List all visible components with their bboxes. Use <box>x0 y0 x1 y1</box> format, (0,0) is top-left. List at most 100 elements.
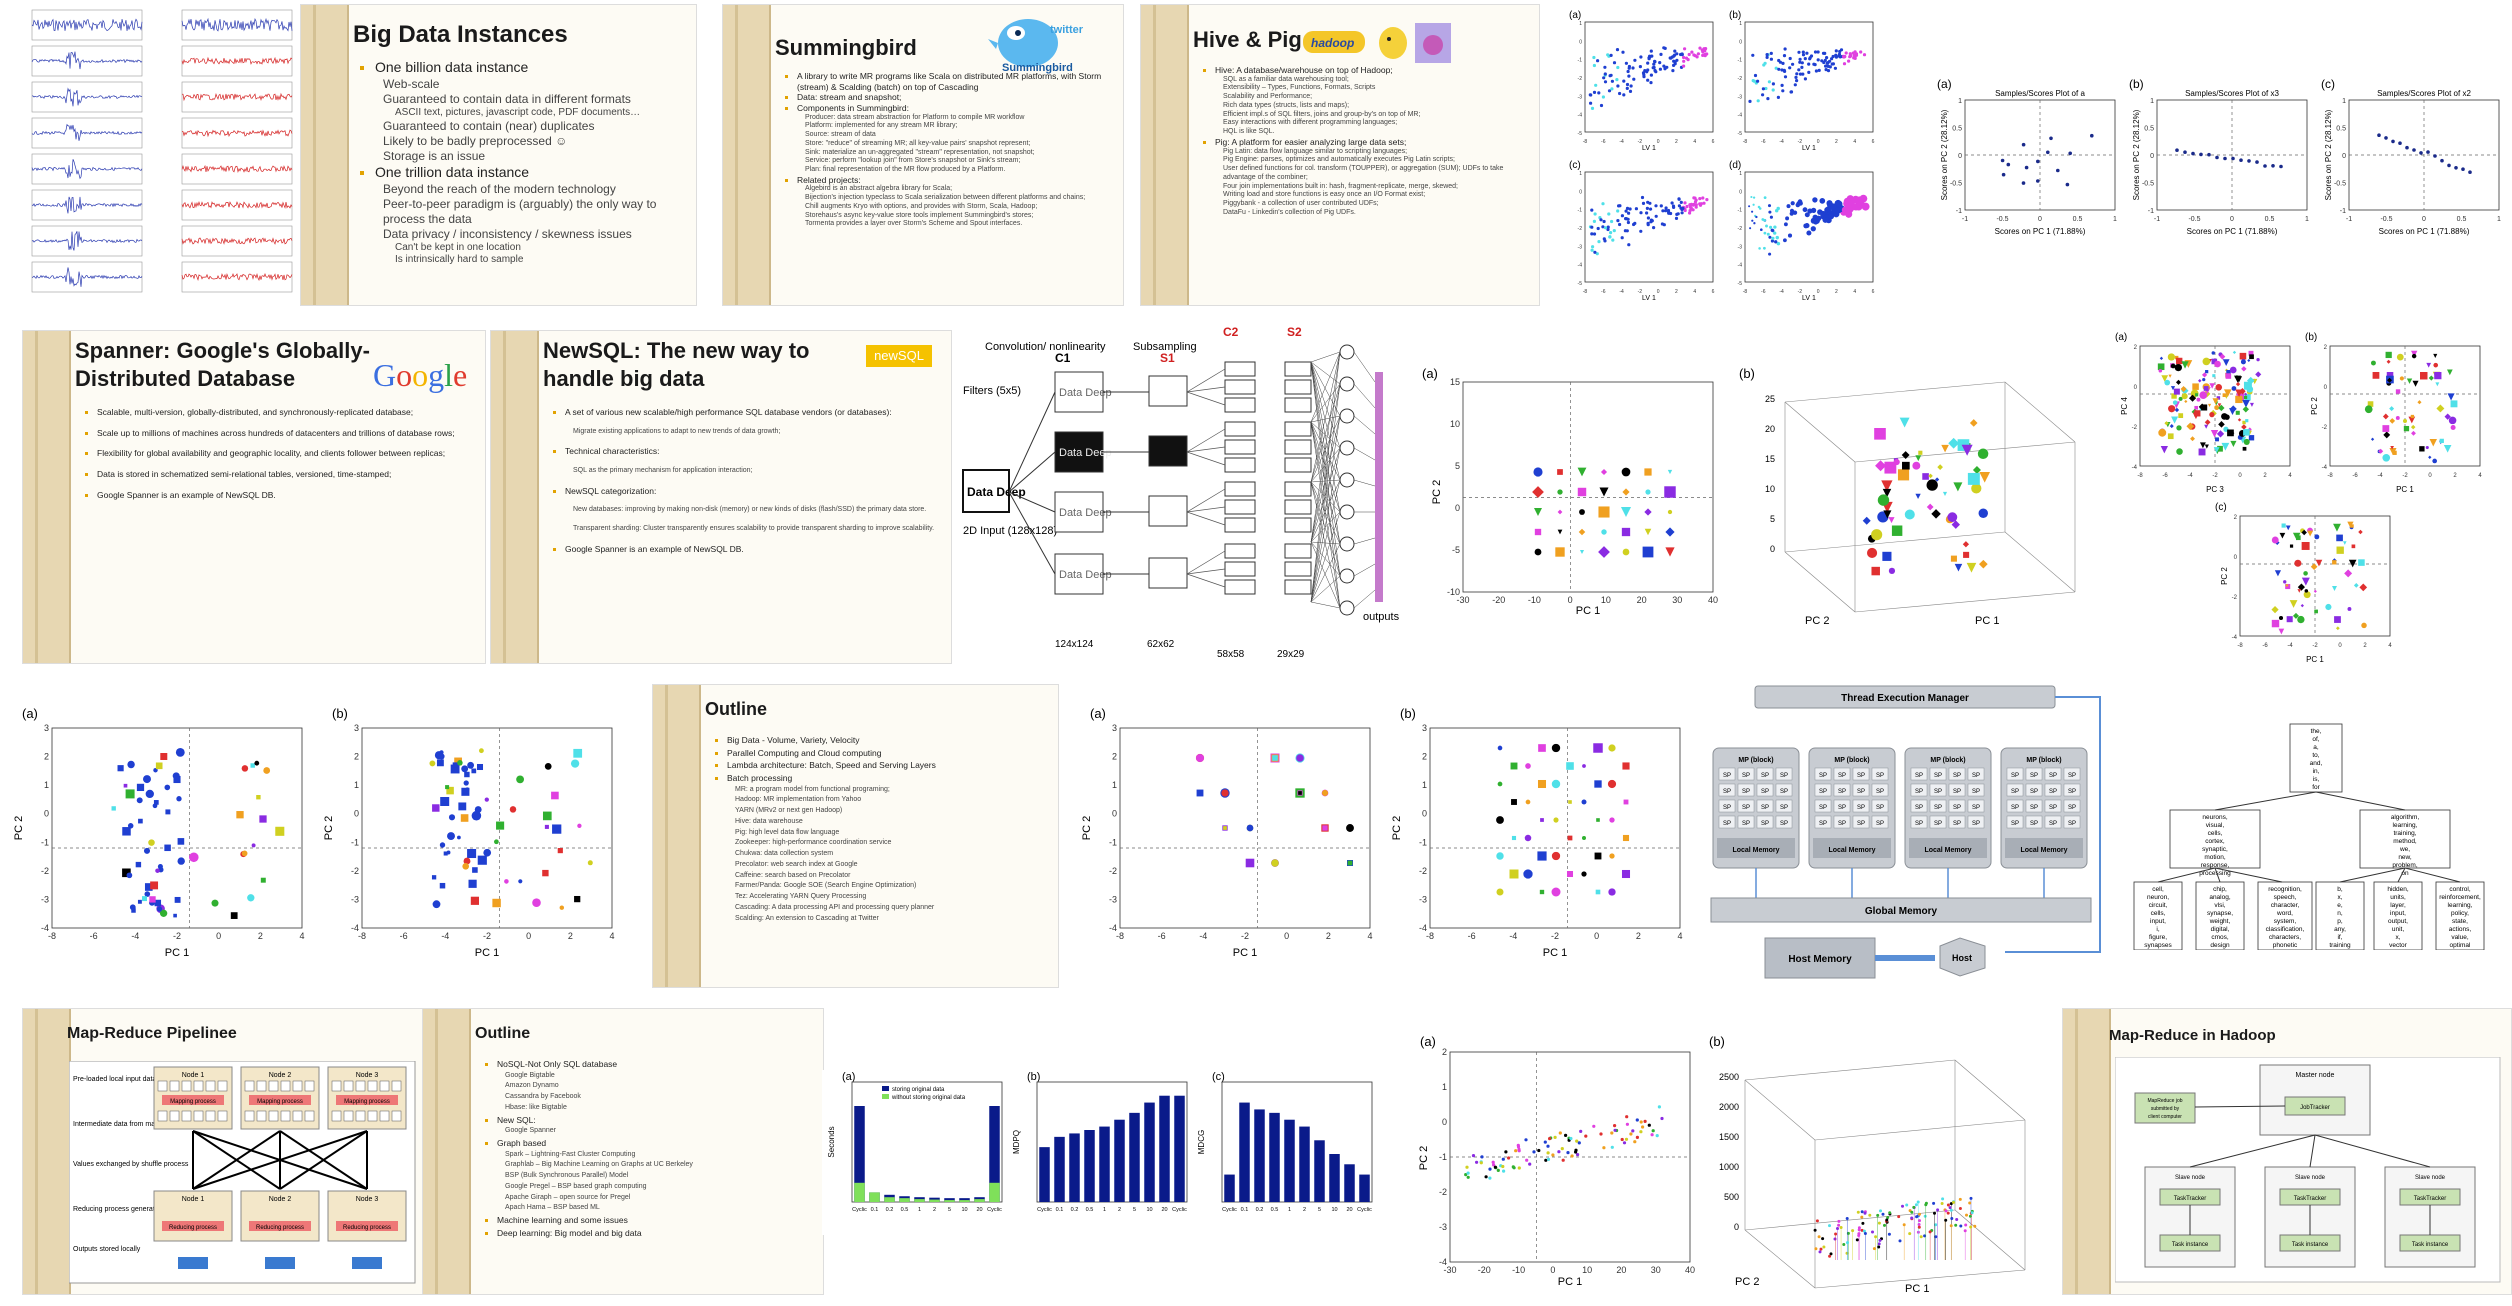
tick-label: -5 <box>1578 281 1583 287</box>
slide-outline-1: Outline Big Data - Volume, Variety, Velo… <box>652 684 1059 988</box>
gpu-label: MP (block) <box>1834 757 1869 764</box>
sp-core <box>2006 799 2024 813</box>
data-point <box>1947 512 1958 523</box>
data-point <box>1877 494 1890 506</box>
data-point <box>1954 1223 1958 1227</box>
data-point <box>1755 215 1758 219</box>
data-point <box>1915 455 1922 462</box>
tick-label: 4 <box>1853 289 1856 295</box>
signal-panel <box>31 117 143 149</box>
axis-label: Scores on PC 2 (28.12%) <box>2132 109 2141 200</box>
data-point <box>1651 66 1655 70</box>
tick-label: -2 <box>173 931 181 941</box>
tick-label: -20 <box>1492 595 1505 605</box>
data-point <box>2239 158 2243 162</box>
data-point <box>1910 1210 1914 1214</box>
data-point <box>1888 517 1895 524</box>
data-point <box>1837 1219 1841 1223</box>
bullet: MR: a program model from functional prog… <box>735 785 890 793</box>
pc-scatter-row4-a: (a) -30 -20 -10 0 10 20 30 40 -4 -3 -2 -1 0 1 2 PC 1 PC 2 <box>1405 1030 1705 1295</box>
axis-label: PC 2 <box>1735 1276 1759 1288</box>
data-point <box>1950 555 1957 562</box>
data-point <box>2176 425 2182 431</box>
data-point <box>467 761 475 769</box>
tick-label: 2 <box>2134 345 2138 351</box>
slide-body: A library to write MR programs like Scal… <box>783 71 1113 229</box>
subsampled-map <box>1148 375 1188 407</box>
data-point <box>1610 79 1614 83</box>
subsampled-map <box>1148 435 1188 467</box>
tick-label: -2 <box>351 866 359 876</box>
data-point <box>1599 103 1604 108</box>
data-block <box>280 1080 291 1092</box>
data-point <box>2336 534 2343 542</box>
tick-label: 2 <box>1675 139 1678 145</box>
bullet: New databases: improving by making non-d… <box>573 506 927 514</box>
data-point <box>1644 508 1652 516</box>
bar <box>944 1200 955 1202</box>
data-point <box>2157 363 2165 371</box>
data-point <box>1696 52 1700 56</box>
data-point <box>1322 825 1328 831</box>
tree-node-text: reinforcement, <box>2439 894 2481 901</box>
data-point <box>1659 204 1663 208</box>
data-point <box>1770 239 1774 243</box>
data-point <box>1609 231 1613 235</box>
data-point <box>1761 87 1765 91</box>
connection <box>1353 415 1376 435</box>
sp-core <box>1871 783 1889 797</box>
tree-node-text: cmos, <box>2211 934 2229 941</box>
tick-label: -1 <box>2340 208 2346 215</box>
tick-label: -1 <box>1738 208 1743 214</box>
connection <box>1186 506 1226 513</box>
data-point <box>1670 201 1674 205</box>
tick-label: 0 <box>1455 503 1460 513</box>
gpu-label: SP <box>1972 789 1980 795</box>
axis-label: PC 2 <box>1805 615 1829 627</box>
local-memory <box>1717 838 1795 858</box>
data-point <box>2239 352 2247 360</box>
data-point <box>1649 207 1653 211</box>
data-point <box>1525 763 1531 769</box>
data-point <box>2301 529 2307 536</box>
data-point <box>2433 154 2437 158</box>
data-point <box>2068 151 2072 156</box>
data-point <box>1686 58 1690 62</box>
data-point <box>2001 172 2006 177</box>
data-point <box>1912 461 1921 470</box>
data-point <box>1765 224 1768 228</box>
data-point <box>2358 559 2365 566</box>
data-point <box>1789 208 1795 213</box>
connection <box>1186 446 1226 453</box>
data-point <box>1846 206 1854 214</box>
data-point <box>2398 141 2402 145</box>
data-point <box>1544 1158 1548 1162</box>
data-point <box>2271 619 2280 628</box>
tick-label: 0 <box>2238 473 2242 479</box>
data-point <box>164 844 171 852</box>
tree-node-text: training <box>2329 942 2351 949</box>
data-point <box>2172 400 2178 405</box>
data-point <box>1851 1229 1855 1233</box>
3d-box-edge <box>1814 1269 2026 1289</box>
data-point <box>1621 50 1625 54</box>
tick-label: -4 <box>1578 263 1583 269</box>
bar <box>1144 1102 1155 1202</box>
tick-label: -1 <box>1738 58 1743 64</box>
bullet: Service: perform "lookup join" from Stor… <box>805 157 1021 165</box>
data-point <box>1948 437 1960 449</box>
data-block <box>244 1080 255 1092</box>
tick-label: -6 <box>1601 289 1606 295</box>
sp-core <box>1967 767 1985 781</box>
data-point <box>1557 529 1563 535</box>
connection <box>1310 447 1341 603</box>
data-block <box>367 1110 378 1122</box>
feature-map <box>1054 371 1104 413</box>
data-point <box>1497 745 1503 751</box>
gpu-label: SP <box>1934 789 1942 795</box>
tick-label: 0 <box>1568 595 1573 605</box>
tick-label: -3 <box>351 894 359 904</box>
tick-label: -1 <box>1109 837 1117 847</box>
s2-map <box>1284 499 1312 515</box>
tick-label: 1 <box>1739 21 1742 27</box>
